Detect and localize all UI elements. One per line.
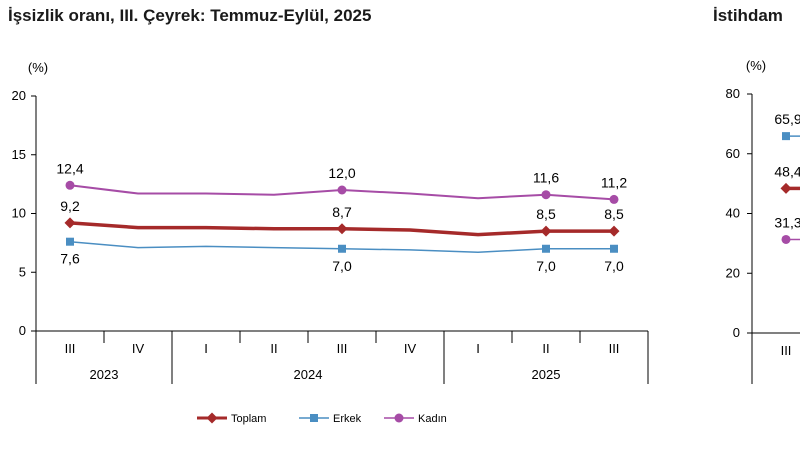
x-tick-label: II <box>270 341 277 356</box>
year-label: 2025 <box>532 367 561 382</box>
y-tick-label-right: 0 <box>733 325 740 340</box>
data-label-right-toplam: 48,4 <box>774 163 800 179</box>
x-tick-label: IV <box>132 341 145 356</box>
data-label-erkek: 7,6 <box>60 251 80 267</box>
x-tick-label: IV <box>404 341 417 356</box>
data-point-right-erkek <box>782 132 790 141</box>
data-label-toplam: 8,7 <box>332 204 352 220</box>
legend-label-erkek: Erkek <box>333 413 362 425</box>
y-tick-label: 10 <box>12 206 26 221</box>
data-label-kadın: 11,6 <box>533 170 559 186</box>
data-label-toplam: 8,5 <box>604 206 624 222</box>
x-tick-label: III <box>609 341 620 356</box>
data-label-kadın: 11,2 <box>601 174 627 190</box>
data-point-erkek <box>338 244 346 253</box>
y-tick-label-right: 80 <box>726 86 740 101</box>
x-tick-label: I <box>476 341 480 356</box>
legend-marker-toplam <box>206 412 218 424</box>
y-tick-label-right: 20 <box>726 265 740 280</box>
data-point-kadın <box>337 185 347 195</box>
data-label-erkek: 7,0 <box>536 258 556 274</box>
x-tick-label: II <box>542 341 549 356</box>
legend-marker-kadın <box>394 413 404 423</box>
year-label: 2023 <box>90 367 119 382</box>
x-tick-label-right: III <box>781 343 792 358</box>
data-point-toplam <box>540 225 552 237</box>
data-point-erkek <box>66 237 74 246</box>
y-tick-label: 5 <box>19 264 26 279</box>
y-axis-unit-left: (%) <box>28 60 48 75</box>
data-point-erkek <box>610 244 618 253</box>
data-point-toplam <box>336 223 348 235</box>
chart-title-unemployment: İşsizlik oranı, III. Çeyrek: Temmuz-Eylü… <box>8 6 372 25</box>
y-tick-label-right: 60 <box>726 146 740 161</box>
y-tick-label: 20 <box>12 88 26 103</box>
data-point-kadın <box>541 190 551 200</box>
data-point-right-toplam <box>780 182 792 194</box>
legend-label-toplam: Toplam <box>231 413 266 425</box>
y-axis-unit-right: (%) <box>746 58 766 73</box>
data-label-right-erkek: 65,9 <box>774 111 800 127</box>
data-label-kadın: 12,0 <box>328 165 355 181</box>
data-label-erkek: 7,0 <box>604 258 624 274</box>
y-tick-label-right: 40 <box>726 206 740 221</box>
data-point-toplam <box>608 225 620 237</box>
year-label: 2024 <box>294 367 323 382</box>
data-point-kadın <box>609 194 619 204</box>
data-point-erkek <box>542 244 550 253</box>
x-tick-label: III <box>337 341 348 356</box>
data-label-erkek: 7,0 <box>332 258 352 274</box>
data-point-right-kadın <box>781 234 791 244</box>
data-point-toplam <box>64 217 76 229</box>
chart-title-employment: İstihdam <box>713 6 783 25</box>
data-point-kadın <box>65 180 75 190</box>
x-tick-label: III <box>65 341 76 356</box>
legend-marker-erkek <box>310 414 318 422</box>
data-label-toplam: 8,5 <box>536 206 556 222</box>
data-label-toplam: 9,2 <box>60 198 80 214</box>
y-tick-label: 15 <box>12 147 26 162</box>
x-tick-label: I <box>204 341 208 356</box>
y-tick-label: 0 <box>19 323 26 338</box>
data-label-right-kadın: 31,3 <box>774 214 800 230</box>
data-label-kadın: 12,4 <box>56 160 83 176</box>
legend-label-kadın: Kadın <box>418 413 447 425</box>
